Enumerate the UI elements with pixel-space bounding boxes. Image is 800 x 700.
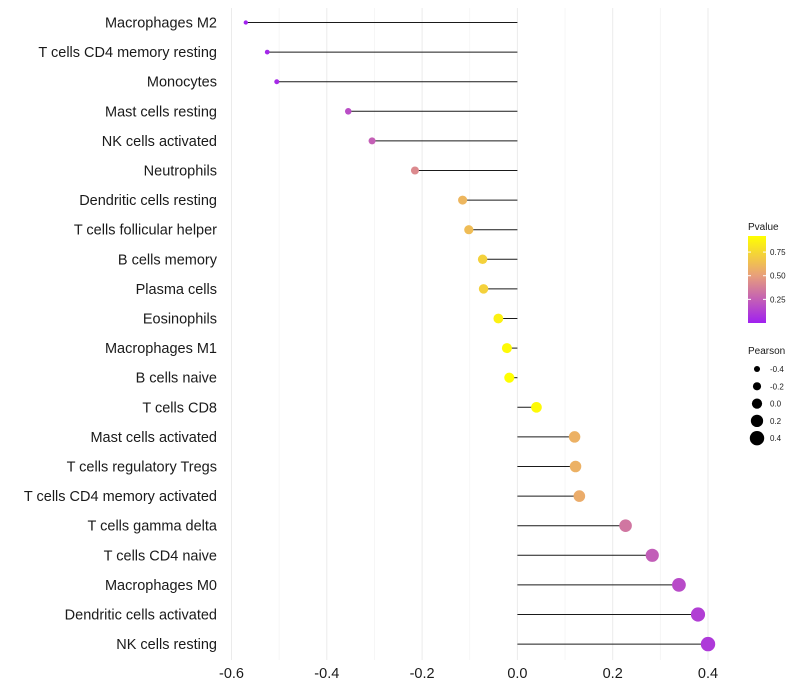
x-tick-label: 0.0: [507, 666, 527, 682]
data-point: [464, 225, 474, 235]
pearson-legend-key: [753, 365, 761, 373]
category-label: Dendritic cells resting: [79, 193, 217, 209]
category-label: Dendritic cells activated: [65, 608, 217, 624]
pvalue-colorbar: [748, 236, 766, 323]
data-point: [672, 578, 686, 592]
pvalue-legend-label: 0.75: [770, 248, 786, 257]
category-label: NK cells activated: [102, 134, 217, 150]
category-label: T cells CD4 memory activated: [24, 489, 217, 505]
data-point: [568, 431, 581, 443]
x-tick-label: -0.6: [219, 666, 244, 682]
pearson-legend-label: 0.0: [770, 400, 782, 409]
category-label: Mast cells activated: [90, 430, 217, 446]
data-point: [501, 343, 512, 354]
pearson-legend-key: [751, 398, 763, 409]
data-point: [690, 607, 706, 622]
data-point: [274, 79, 280, 85]
data-point: [264, 49, 270, 55]
x-tick-label: -0.2: [410, 666, 435, 682]
category-label: Macrophages M2: [105, 16, 217, 32]
category-label: T cells CD8: [142, 400, 217, 416]
category-label: Macrophages M1: [105, 341, 217, 357]
pearson-legend-items: -0.4 -0.2 0.0 0.2 0.4: [749, 365, 784, 446]
category-label: T cells regulatory Tregs: [67, 460, 217, 476]
category-label: Mast cells resting: [105, 104, 217, 120]
data-point: [477, 254, 488, 265]
data-point: [569, 460, 582, 473]
category-label: B cells naive: [136, 371, 217, 387]
pearson-legend-key: [750, 414, 764, 428]
data-point: [531, 401, 542, 413]
data-point: [645, 548, 659, 562]
pvalue-legend-label: 0.50: [770, 272, 786, 281]
category-label: Eosinophils: [143, 312, 217, 328]
data-point: [700, 636, 716, 652]
point-layer: [243, 20, 716, 652]
pearson-legend-label: -0.4: [770, 365, 784, 374]
pearson-legend-label: 0.4: [770, 434, 782, 443]
pearson-legend: Pearson -0.4 -0.2 0.0 0.2 0.4: [748, 346, 785, 446]
data-point: [458, 195, 468, 205]
x-tick-label: 0.2: [603, 666, 623, 682]
category-label: T cells follicular helper: [74, 223, 217, 239]
pearson-legend-title: Pearson: [748, 346, 785, 357]
x-tick-label: 0.4: [698, 666, 718, 682]
stem-layer: [245, 22, 708, 645]
category-label: Monocytes: [147, 75, 217, 91]
category-label: Macrophages M0: [105, 578, 217, 594]
category-label: T cells gamma delta: [88, 519, 218, 535]
pearson-legend-key: [749, 431, 765, 446]
category-label: T cells CD4 naive: [104, 548, 217, 564]
category-label: Plasma cells: [136, 282, 217, 298]
data-point: [368, 137, 376, 145]
category-label: B cells memory: [118, 252, 218, 268]
data-point: [619, 519, 632, 532]
category-axis: Macrophages M2 T cells CD4 memory resting…: [24, 16, 218, 654]
grid-layer: [231, 8, 709, 660]
category-label: NK cells resting: [116, 637, 217, 653]
data-point: [493, 313, 504, 324]
pvalue-legend-title: Pvalue: [748, 222, 779, 233]
x-tick-label: -0.4: [314, 666, 339, 682]
pvalue-legend-label: 0.25: [770, 295, 786, 304]
pearson-legend-key: [752, 382, 762, 391]
x-axis: -0.6 -0.4 -0.2 0.0 0.2 0.4: [219, 666, 718, 682]
pearson-legend-label: -0.2: [770, 382, 784, 391]
pvalue-legend-ticks: 0.25 0.50 0.75: [748, 248, 786, 304]
category-label: T cells CD4 memory resting: [38, 45, 217, 61]
data-point: [344, 108, 352, 115]
data-point: [573, 490, 586, 502]
pvalue-legend: Pvalue 0.25 0.50 0.75: [748, 222, 786, 323]
data-point: [478, 284, 489, 294]
category-label: Neutrophils: [144, 164, 217, 180]
data-point: [504, 372, 515, 383]
pearson-legend-label: 0.2: [770, 417, 782, 426]
data-point: [243, 20, 248, 25]
data-point: [410, 166, 419, 175]
